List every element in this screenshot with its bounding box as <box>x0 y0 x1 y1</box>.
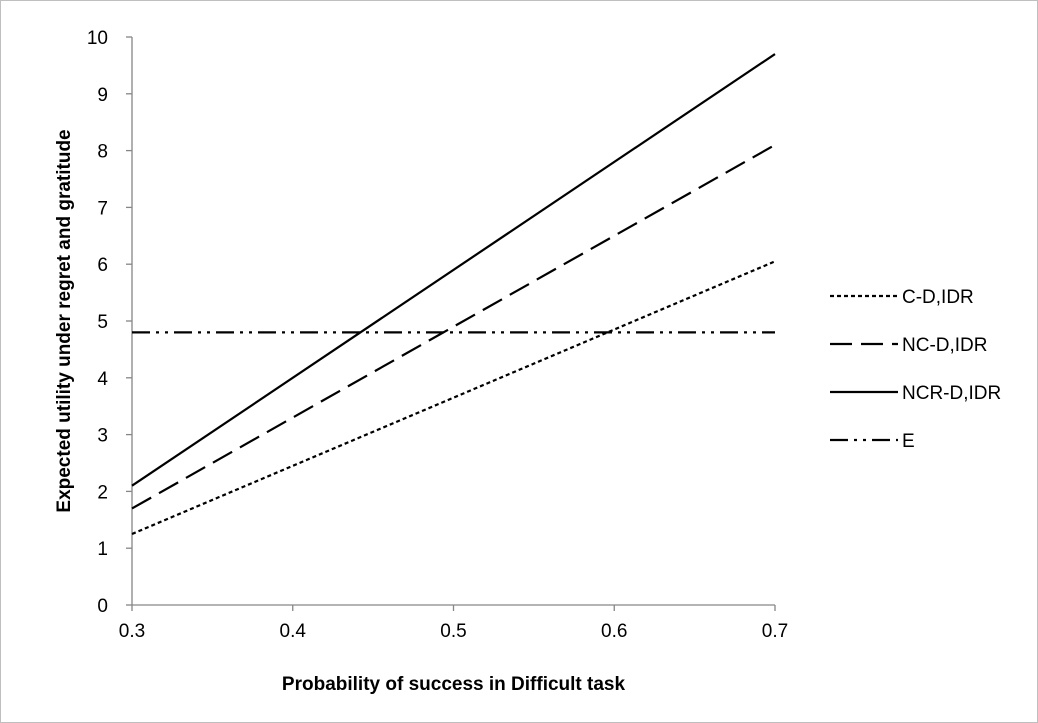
y-axis: 0 1 2 3 4 5 6 7 8 9 10 <box>87 28 133 617</box>
x-axis-title: Probability of success in Difficult task <box>282 674 626 695</box>
x-tick-label: 0.4 <box>280 621 307 642</box>
y-axis-title: Expected utility under regret and gratit… <box>54 129 75 512</box>
series-line-nc-d-idr <box>131 143 776 510</box>
x-tick-label: 0.5 <box>440 621 466 642</box>
legend-label: NC-D,IDR <box>902 335 988 356</box>
x-tick-label: 0.7 <box>762 621 788 642</box>
series-layer <box>131 53 776 536</box>
y-tick-label: 4 <box>97 369 108 390</box>
y-tick-label: 7 <box>97 198 108 219</box>
y-tick-label: 8 <box>97 142 108 163</box>
y-tick-label: 2 <box>97 482 108 503</box>
legend: C-D,IDR NC-D,IDR NCR-D,IDR E <box>830 287 1001 452</box>
legend-label: E <box>902 431 915 452</box>
y-tick-label: 3 <box>97 426 108 447</box>
y-tick-label: 0 <box>97 596 108 617</box>
y-tick-label: 10 <box>87 28 108 49</box>
series-line-ncr-d-idr <box>131 53 776 487</box>
legend-label: NCR-D,IDR <box>902 383 1001 404</box>
y-tick-label: 1 <box>97 539 108 560</box>
x-axis: 0.3 0.4 0.5 0.6 0.7 <box>119 604 788 642</box>
series-line-c-d-idr <box>131 260 776 536</box>
x-tick-label: 0.3 <box>119 621 145 642</box>
legend-label: C-D,IDR <box>902 287 974 308</box>
x-tick-label: 0.6 <box>601 621 627 642</box>
y-tick-label: 5 <box>97 312 108 333</box>
y-tick-label: 9 <box>97 85 108 106</box>
y-tick-label: 6 <box>97 255 108 276</box>
